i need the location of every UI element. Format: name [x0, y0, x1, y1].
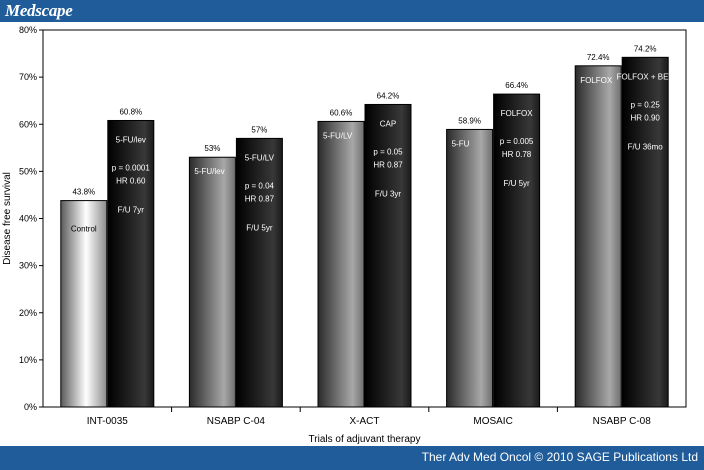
bar-stat-note: F/U 3yr [375, 189, 402, 198]
bar-stat-note: p = 0.005 [500, 137, 534, 146]
experimental-bar [364, 103, 412, 408]
y-axis-title: Disease free survival [2, 172, 13, 265]
experimental-bar [621, 56, 669, 408]
bar-arm-label: FOLFOX [580, 76, 613, 85]
bar-stat-note: HR 0.87 [373, 160, 403, 169]
y-tick-label: 40% [19, 214, 37, 224]
bar-arm-label: FOLFOX + BEV [617, 72, 675, 81]
y-tick-label: 0% [24, 402, 37, 412]
bar-stat-note: HR 0.78 [502, 150, 532, 159]
medscape-logo[interactable]: Medscape [5, 1, 73, 20]
y-tick-label: 70% [19, 72, 37, 82]
x-tick-label: X-ACT [350, 416, 380, 427]
bar-arm-label: 5-FU/lev [116, 135, 146, 144]
bar-value-label: 57% [251, 125, 267, 134]
bar-arm-label: Control [71, 225, 97, 234]
y-tick-label: 50% [19, 166, 37, 176]
y-tick-label: 80% [19, 25, 37, 35]
bar-value-label: 43.8% [72, 188, 95, 197]
y-tick-label: 20% [19, 308, 37, 318]
comparator-bar [60, 200, 108, 408]
bar-value-label: 60.8% [119, 107, 142, 116]
x-axis-title: Trials of adjuvant therapy [309, 434, 421, 445]
bar-stat-note: p = 0.04 [245, 181, 275, 190]
bar-stat-note: F/U 5yr [503, 179, 530, 188]
bar-arm-label: 5-FU/LV [245, 153, 275, 162]
bar-value-label: 60.6% [330, 108, 353, 117]
bar-arm-label: 5-FU [452, 139, 470, 148]
bar-value-label: 58.9% [458, 116, 481, 125]
bar-stat-note: HR 0.90 [631, 113, 661, 122]
y-tick-label: 60% [19, 119, 37, 129]
x-tick-label: MOSAIC [473, 416, 512, 427]
footer-bar: Ther Adv Med Oncol © 2010 SAGE Publicati… [0, 446, 704, 470]
bar-stat-note: F/U 7yr [118, 205, 145, 214]
bar-stat-note: HR 0.87 [245, 194, 275, 203]
x-tick-label: NSABP C-08 [593, 416, 652, 427]
comparator-bar [574, 65, 622, 408]
bar-stat-note: HR 0.60 [116, 176, 146, 185]
x-tick-label: INT-0035 [87, 416, 129, 427]
experimental-bar [235, 137, 283, 408]
copyright-credit: Ther Adv Med Oncol © 2010 SAGE Publicati… [421, 450, 698, 464]
experimental-bar [107, 119, 155, 408]
bar-arm-label: FOLFOX [501, 109, 534, 118]
comparator-bar [317, 120, 365, 408]
experimental-bar [493, 93, 541, 408]
x-tick-label: NSABP C-04 [207, 416, 266, 427]
bar-value-label: 72.4% [587, 53, 610, 62]
y-tick-label: 30% [19, 261, 37, 271]
bar-value-label: 66.4% [505, 81, 528, 90]
bar-stat-note: F/U 36mo [628, 142, 664, 151]
bar-stat-note: p = 0.0001 [112, 163, 151, 172]
comparator-bar [188, 156, 236, 408]
bar-value-label: 53% [204, 144, 220, 153]
bar-stat-note: p = 0.05 [373, 147, 403, 156]
bar-value-label: 64.2% [377, 91, 400, 100]
bar-stat-note: F/U 5yr [246, 223, 273, 232]
bar-chart: 0% 10% 20% 30% 40% 50% 60% 70% 80% Trials of adju… [2, 25, 687, 445]
comparator-bar [446, 128, 494, 408]
bar-value-label: 74.2% [634, 44, 657, 53]
y-tick-label: 10% [19, 355, 37, 365]
bar-arm-label: CAP [380, 119, 396, 128]
bar-arm-label: 5-FU/LV [323, 131, 353, 140]
bar-stat-note: p = 0.25 [631, 100, 661, 109]
bar-arm-label: 5-FU/lev [194, 167, 224, 176]
header-bar: Medscape [0, 0, 704, 22]
